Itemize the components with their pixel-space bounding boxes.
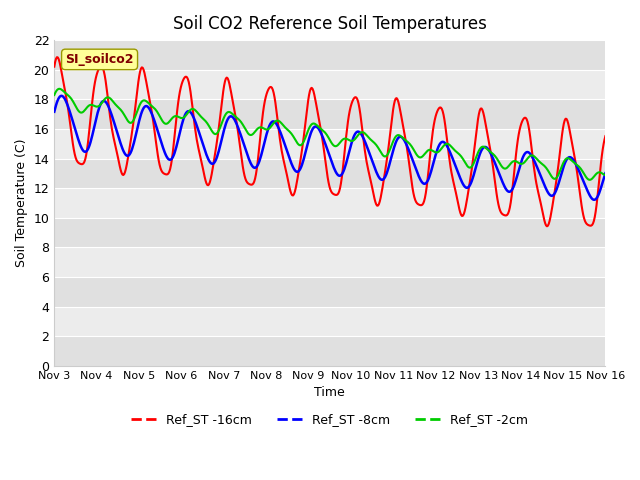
Bar [54,188,605,218]
Bar [54,158,605,188]
Bar [54,129,605,158]
Bar [54,40,605,70]
Text: SI_soilco2: SI_soilco2 [65,53,134,66]
Bar [54,307,605,336]
Bar [54,336,605,366]
X-axis label: Time: Time [314,386,345,399]
Legend: Ref_ST -16cm, Ref_ST -8cm, Ref_ST -2cm: Ref_ST -16cm, Ref_ST -8cm, Ref_ST -2cm [126,408,533,432]
Bar [54,248,605,277]
Y-axis label: Soil Temperature (C): Soil Temperature (C) [15,139,28,267]
Bar [54,99,605,129]
Bar [54,277,605,307]
Bar [54,70,605,99]
Bar [54,218,605,248]
Title: Soil CO2 Reference Soil Temperatures: Soil CO2 Reference Soil Temperatures [173,15,487,33]
